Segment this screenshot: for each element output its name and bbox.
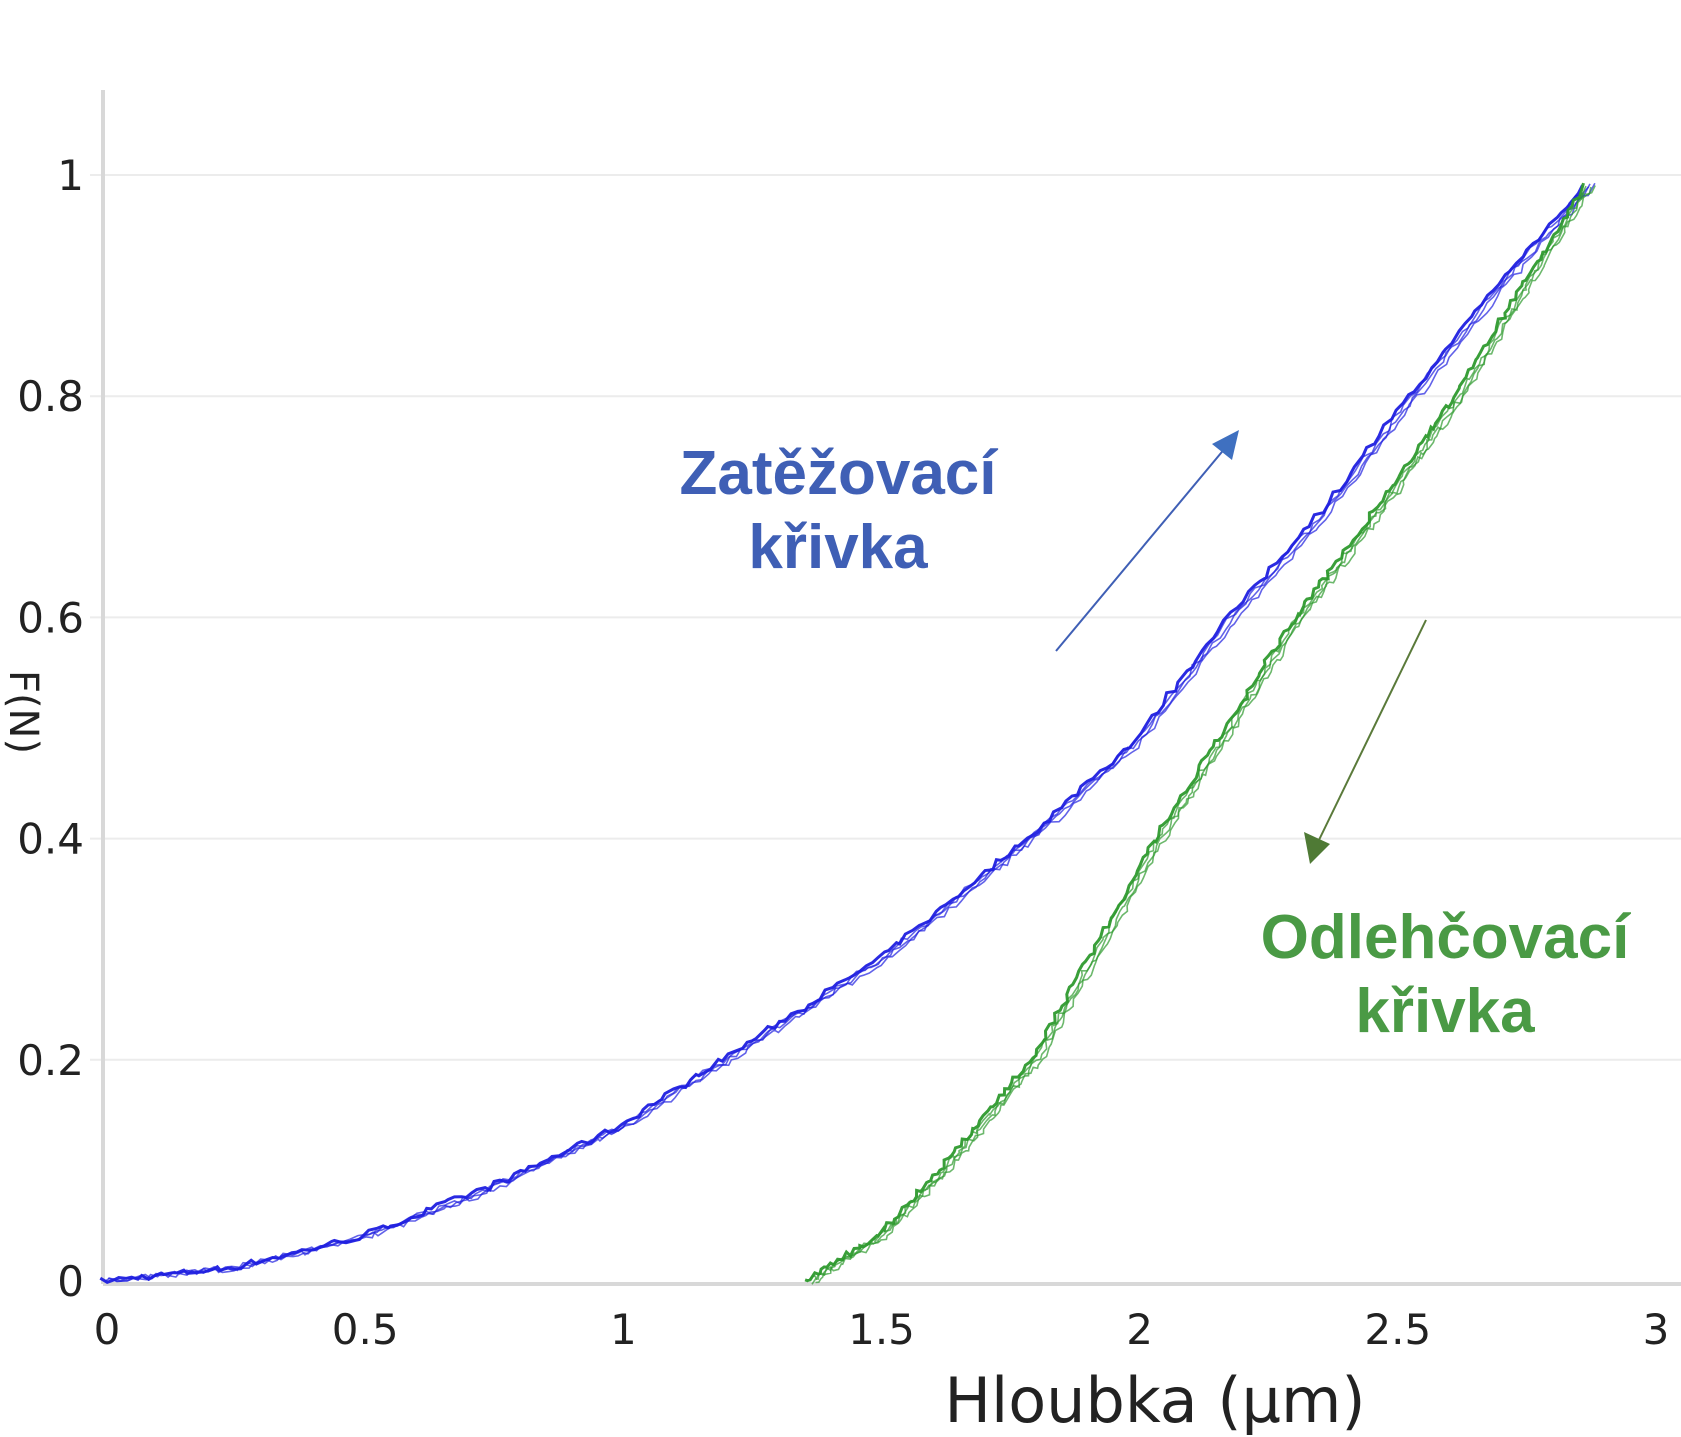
loading-label-line2: křivka xyxy=(748,513,928,582)
loading-curve-trace xyxy=(99,184,1584,1284)
loading-curve-trace xyxy=(112,182,1596,1283)
x-tick-label: 2 xyxy=(1126,1305,1153,1354)
loading-label-line1: Zatěžovací xyxy=(679,439,998,508)
loading-arrow xyxy=(1055,446,1227,652)
x-tick-labels: 0 0.5 1 1.5 2 2.5 3 xyxy=(94,1305,1670,1354)
unloading-arrow xyxy=(1317,619,1427,843)
y-tick-label: 0.4 xyxy=(17,815,84,864)
x-tick-label: 0.5 xyxy=(332,1305,399,1354)
x-tick-label: 1.5 xyxy=(848,1305,915,1354)
x-tick-label: 2.5 xyxy=(1364,1305,1431,1354)
unloading-label-line1: Odlehčovací xyxy=(1261,903,1631,972)
loading-curve-trace xyxy=(104,186,1590,1283)
x-tick-label: 1 xyxy=(610,1305,637,1354)
unloading-curve-trace xyxy=(811,186,1592,1285)
y-tick-label: 0 xyxy=(57,1257,84,1306)
x-axis-label: Hloubka (µm) xyxy=(944,1364,1365,1437)
series-group xyxy=(99,182,1596,1285)
y-tick-label: 1 xyxy=(57,151,84,200)
y-tick-labels: 0 0.2 0.4 0.6 0.8 1 xyxy=(17,151,84,1306)
y-tick-label: 0.2 xyxy=(17,1036,84,1085)
unloading-annotation: Odlehčovací křivka xyxy=(1261,619,1631,1046)
loading-annotation: Zatěžovací křivka xyxy=(679,430,1239,652)
unloading-curve-trace xyxy=(806,185,1587,1283)
x-tick-label: 3 xyxy=(1643,1305,1670,1354)
y-axis-label: F(N) xyxy=(0,670,46,754)
unloading-curve-trace xyxy=(804,182,1585,1283)
loading-arrowhead xyxy=(1212,430,1239,460)
unloading-label-line2: křivka xyxy=(1355,977,1535,1046)
y-tick-label: 0.6 xyxy=(17,593,84,642)
x-tick-label: 0 xyxy=(94,1305,121,1354)
unloading-arrowhead xyxy=(1304,832,1330,864)
unloading-curve-trace xyxy=(815,185,1596,1284)
y-tick-label: 0.8 xyxy=(17,372,84,421)
loading-curve-trace xyxy=(107,183,1591,1282)
